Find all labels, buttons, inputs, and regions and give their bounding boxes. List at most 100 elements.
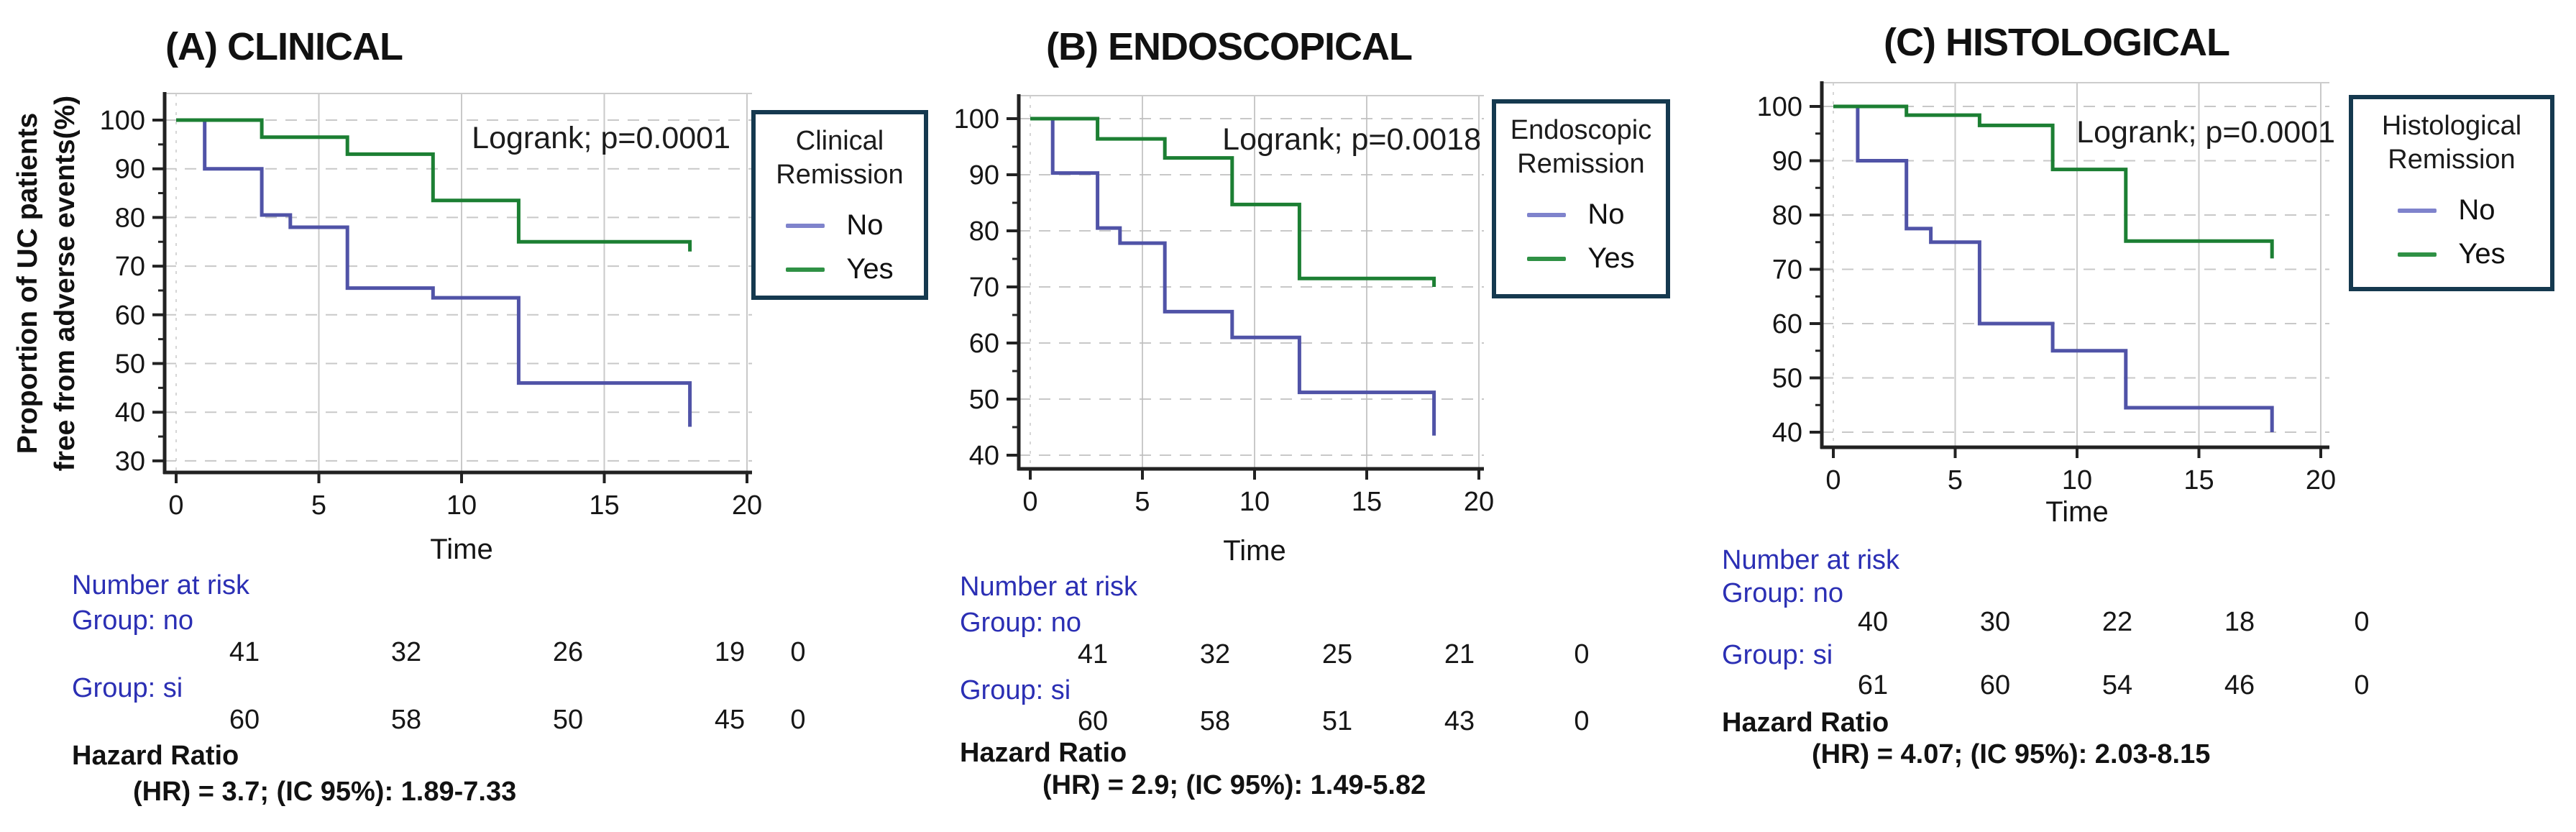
risk-value: 0 [1574,639,1590,669]
km-curve-no [1833,104,2274,432]
x-tick-label: 5 [311,490,326,521]
risk-value: 60 [229,705,260,735]
y-tick-label: 70 [969,273,999,303]
risk-value: 58 [1199,706,1231,736]
risk-value: 25 [1321,639,1353,669]
x-tick-label: 5 [1948,465,1963,495]
panel-a-title: (A) CLINICAL [165,25,403,68]
legend-title-line2: Remission [2388,145,2516,175]
y-tick-label: 100 [1757,92,1802,122]
y-tick-label: 80 [969,216,999,247]
y-tick-label: 70 [1772,255,1802,285]
x-tick-label: 0 [1022,487,1037,517]
x-tick-label: 15 [2183,465,2214,495]
y-tick-label: 40 [1772,418,1802,448]
legend-endoscopic-remission: Endoscopic Remission No Yes [1492,99,1670,298]
km-curve-yes [176,118,692,252]
logrank-annotation-b: Logrank; p=0.0018 [1222,122,1481,157]
x-tick-label: 15 [589,490,619,521]
risk-value: 60 [1979,670,2011,700]
hazard-ratio-value-b: (HR) = 2.9; (IC 95%): 1.49-5.82 [1042,770,1426,800]
legend-no-label: No [1587,198,1625,230]
legend-item-yes: Yes [2398,238,2506,270]
risk-value: 51 [1321,706,1353,736]
logrank-annotation-a: Logrank; p=0.0001 [472,121,730,155]
risk-value: 30 [1979,607,2011,637]
x-tick-label: 10 [1239,487,1270,517]
legend-item-no: No [2398,194,2505,227]
y-tick-label: 40 [115,398,145,428]
y-tick-label: 100 [100,106,145,136]
y-tick-label: 60 [1772,309,1802,339]
x-axis-label-b: Time [1223,535,1286,567]
legend-yes-label: Yes [2458,238,2506,270]
risk-value: 60 [1077,706,1109,736]
x-tick-label: 20 [1464,487,1494,517]
yes-line-swatch [786,267,825,272]
y-tick-label: 50 [1772,364,1802,394]
risk-value: 32 [1199,639,1231,669]
legend-no-label: No [846,209,884,241]
legend-item-yes: Yes [1527,242,1635,275]
km-curve-no [176,118,692,427]
x-axis-label-c: Time [2045,496,2109,528]
y-tick-label: 30 [115,447,145,477]
panel-c-title: (C) HISTOLOGICAL [1884,21,2230,64]
legend-title-line1: Clinical [795,126,884,156]
risk-value: 22 [2101,607,2133,637]
risk-value: 61 [1857,670,1889,700]
hazard-ratio-label-b: Hazard Ratio [960,738,1127,768]
legend-yes-label: Yes [846,253,894,285]
risk-value: 45 [714,705,746,735]
legend-no-label: No [2458,194,2495,226]
no-line-swatch [2398,208,2437,213]
group-no-label-b: Group: no [960,608,1081,638]
group-si-label-b: Group: si [960,675,1071,705]
risk-value: 19 [714,637,746,667]
risk-value: 43 [1444,706,1475,736]
no-line-swatch [1527,212,1567,217]
group-si-label-a: Group: si [72,673,183,703]
logrank-annotation-c: Logrank; p=0.0001 [2076,115,2335,150]
risk-value: 0 [2354,670,2370,700]
risk-value: 0 [1574,706,1590,736]
y-tick-label: 100 [954,104,999,134]
y-tick-label: 70 [115,252,145,282]
y-tick-label: 80 [115,203,145,233]
risk-value: 21 [1444,639,1475,669]
legend-title-line2: Remission [1517,149,1645,179]
x-tick-label: 10 [446,490,477,521]
x-tick-label: 20 [732,490,762,521]
number-at-risk-header-c: Number at risk [1722,545,1900,575]
risk-value: 40 [1857,607,1889,637]
risk-value: 0 [2354,607,2370,637]
y-tick-label: 40 [969,441,999,471]
risk-value: 32 [390,637,422,667]
panel-b-title: (B) ENDOSCOPICAL [1046,25,1413,68]
group-no-label-a: Group: no [72,605,193,636]
y-axis-label-line2: free from adverse events(%) [50,95,81,472]
km-curve-yes [1030,116,1436,287]
y-tick-label: 50 [115,349,145,380]
y-axis-label-line1: Proportion of UC patients [12,112,43,454]
x-tick-label: 10 [2062,465,2092,495]
risk-value: 54 [2101,670,2133,700]
legend-title: Endoscopic Remission [1511,114,1651,181]
risk-value: 58 [390,705,422,735]
no-line-swatch [786,223,825,228]
risk-value: 26 [552,637,584,667]
number-at-risk-header-a: Number at risk [72,570,250,600]
y-axis-label: Proportion of UC patients free from adve… [9,46,88,521]
x-tick-label: 0 [1825,465,1841,495]
yes-line-swatch [2398,252,2437,257]
number-at-risk-header-b: Number at risk [960,572,1138,602]
group-si-label-c: Group: si [1722,640,1833,670]
legend-title: Histological Remission [2382,109,2521,177]
y-tick-label: 80 [1772,201,1802,231]
y-tick-label: 60 [115,301,145,331]
risk-value: 18 [2224,607,2255,637]
hazard-ratio-label-c: Hazard Ratio [1722,708,1889,738]
risk-value: 41 [1077,639,1109,669]
legend-item-yes: Yes [786,253,894,285]
